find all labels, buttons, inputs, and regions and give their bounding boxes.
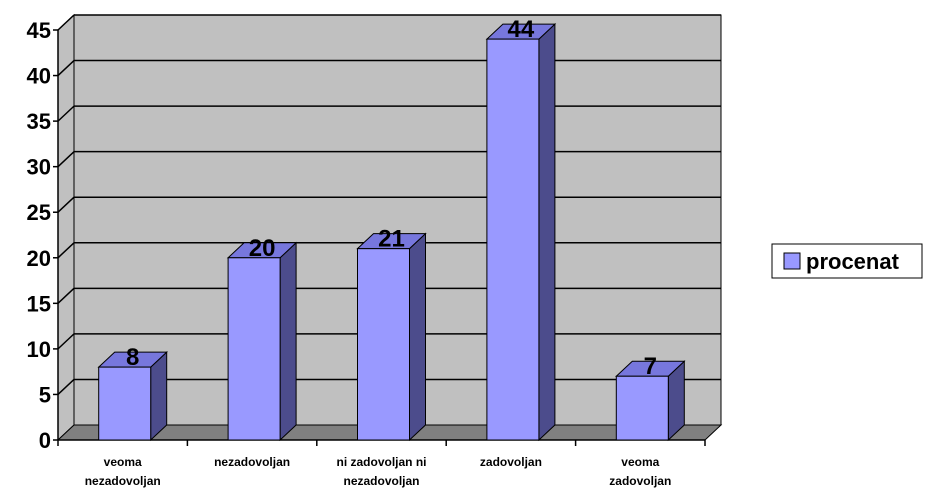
y-tick-label: 35 <box>27 109 51 134</box>
gridline-side <box>57 242 75 259</box>
bar <box>357 248 410 441</box>
data-label: 8 <box>126 344 139 371</box>
bar-side <box>409 232 426 442</box>
x-tick-label: nezadovoljan <box>343 474 419 488</box>
x-tick-label: zadovoljan <box>480 455 542 469</box>
legend-label: procenat <box>806 249 900 274</box>
x-tick-label: ni zadovoljan ni <box>336 455 426 469</box>
data-label: 7 <box>644 353 657 380</box>
y-tick-label: 15 <box>27 291 51 316</box>
legend-swatch <box>783 252 801 270</box>
gridline-side <box>57 333 75 350</box>
bar-side <box>538 22 556 442</box>
data-label: 21 <box>378 226 405 253</box>
x-tick-label: nezadovoljan <box>214 455 290 469</box>
data-labels: 8 20 21 44 7 <box>126 16 657 380</box>
y-tick-label: 30 <box>27 155 51 180</box>
x-tick-label: zadovoljan <box>609 474 671 488</box>
y-tick-label: 5 <box>39 382 51 407</box>
y-tick-labels: 0 5 10 15 20 25 30 35 40 45 <box>27 18 51 453</box>
gridline-side <box>57 378 75 395</box>
gridline-side <box>57 105 75 122</box>
x-tick-labels: veoma nezadovoljan nezadovoljan ni zadovolj… <box>85 455 672 488</box>
y-tick-label: 45 <box>27 18 51 43</box>
bar <box>615 375 669 441</box>
x-tick-label: veoma <box>104 455 142 469</box>
gridline-side <box>57 60 75 77</box>
x-tick-label: nezadovoljan <box>85 474 161 488</box>
y-tick-label: 10 <box>27 337 51 362</box>
side-wall <box>57 13 75 442</box>
y-tick-label: 25 <box>27 200 51 225</box>
x-tick-label: veoma <box>621 455 659 469</box>
data-label: 44 <box>508 16 535 43</box>
gridline-side <box>57 14 75 31</box>
legend: procenat <box>771 243 923 279</box>
y-tick-label: 40 <box>27 64 51 89</box>
bar <box>227 257 281 441</box>
data-label: 20 <box>249 235 276 262</box>
y-tick-label: 20 <box>27 246 51 271</box>
gridline-side <box>57 287 75 304</box>
y-tick-label: 0 <box>39 428 51 453</box>
gridline-side <box>57 151 75 168</box>
bar <box>98 366 152 441</box>
bar <box>486 38 540 441</box>
gridline-side <box>57 196 75 213</box>
bars <box>97 22 686 442</box>
bar-side <box>279 241 297 442</box>
